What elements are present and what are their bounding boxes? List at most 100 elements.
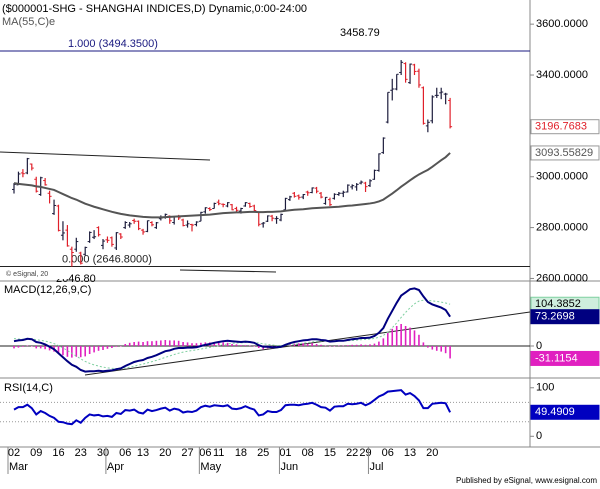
x-tick-label: 01 [279, 447, 291, 459]
histogram-bar [302, 343, 305, 346]
y-tick-label: 3600.0000 [536, 18, 588, 30]
histogram-bar [97, 346, 100, 351]
histogram-bar [413, 330, 416, 346]
histogram-bar [106, 346, 109, 349]
histogram-bar [324, 345, 327, 347]
histogram-bar [351, 344, 353, 346]
watermark-bg [2, 270, 68, 279]
histogram-bar [93, 346, 95, 353]
histogram-bar [382, 338, 385, 346]
histogram-bar [84, 346, 86, 357]
x-tick-label: 20 [159, 447, 171, 459]
x-tick-label: 15 [324, 447, 336, 459]
histogram-bar [346, 345, 349, 346]
histogram-bar [13, 346, 15, 349]
x-tick-label: 22 [346, 447, 358, 459]
value-box [530, 404, 600, 420]
y-tick-label: 3400.0000 [536, 69, 588, 81]
histogram-bar [115, 346, 118, 347]
histogram-bar [44, 346, 46, 350]
histogram-bar [360, 344, 362, 346]
x-tick-label: 08 [302, 447, 314, 459]
histogram-bar [191, 343, 193, 346]
x-tick-label: 06 [119, 447, 131, 459]
histogram-bar [378, 341, 380, 346]
histogram-bar [128, 342, 131, 346]
histogram-bar [226, 342, 229, 346]
x-tick-label: 18 [235, 447, 247, 459]
histogram-bar [146, 341, 149, 346]
x-tick-label: 06 [199, 447, 211, 459]
histogram-bar [449, 346, 451, 359]
histogram-bar [320, 344, 322, 346]
histogram-bar [427, 346, 429, 348]
value-box [530, 309, 600, 325]
x-tick-label: 27 [181, 447, 193, 459]
level-label: 1.000 (3494.3500) [68, 38, 158, 50]
histogram-bar [409, 327, 411, 346]
histogram-bar [369, 344, 371, 346]
histogram-bar [102, 346, 104, 350]
histogram-bar [48, 346, 51, 351]
histogram-bar [387, 332, 389, 346]
histogram-bar [440, 346, 442, 352]
histogram-bar [342, 345, 345, 347]
x-tick-label: 20 [426, 447, 438, 459]
histogram-bar [177, 340, 180, 346]
histogram-bar [257, 346, 260, 348]
indicator-line [13, 287, 451, 373]
high-annotation: 3458.79 [340, 27, 380, 39]
histogram-bar [88, 346, 91, 354]
histogram-bar [120, 346, 122, 347]
value-box-label: 3093.55829 [535, 147, 593, 159]
histogram-bar [373, 343, 376, 346]
histogram-bar [71, 346, 73, 358]
month-label: Jun [280, 461, 298, 473]
x-tick-label: 16 [52, 447, 64, 459]
value-box-label: 73.2698 [535, 311, 575, 323]
x-tick-label: 13 [137, 447, 149, 459]
value-box [530, 350, 600, 366]
histogram-bar [160, 340, 162, 346]
histogram-bar [311, 343, 313, 346]
y-tick-label: 0 [536, 340, 542, 352]
footer: Published by eSignal, www.esignal.com [456, 476, 597, 485]
x-tick-label: 25 [257, 447, 269, 459]
histogram-bar [400, 324, 402, 346]
histogram-bar [182, 342, 184, 346]
histogram-bar [22, 346, 24, 347]
value-box-label: 104.3852 [535, 298, 581, 310]
histogram-bar [75, 346, 78, 357]
trend-line [0, 151, 211, 161]
x-tick-label: 23 [75, 447, 87, 459]
histogram-bar [155, 340, 158, 346]
histogram-bar [222, 342, 224, 346]
month-label: Apr [107, 461, 124, 473]
histogram-bar [133, 342, 135, 346]
value-box-label: 49.4909 [535, 406, 575, 418]
x-tick-label: 13 [404, 447, 416, 459]
x-tick-label: 29 [359, 447, 371, 459]
histogram-bar [164, 340, 167, 346]
histogram-bar [298, 343, 300, 346]
histogram-bar [338, 345, 340, 347]
histogram-bar [57, 346, 60, 354]
histogram-bar [200, 342, 202, 346]
month-label: Mar [9, 461, 28, 473]
histogram-bar [111, 346, 113, 348]
month-label: May [200, 461, 221, 473]
histogram-bar [195, 343, 198, 346]
histogram-bar [395, 326, 398, 346]
histogram-bar [422, 342, 425, 346]
indicator-title: MA(55,C)e [2, 16, 55, 28]
value-box [530, 119, 600, 135]
chart-title: ($000001-SHG - SHANGHAI INDICES,D) Dynam… [2, 3, 307, 15]
histogram-bar [333, 346, 336, 347]
x-tick-label: 02 [8, 447, 20, 459]
ma-line [13, 152, 451, 219]
x-tick-label: 30 [97, 447, 109, 459]
trend-line [84, 311, 531, 376]
panel-title: MACD(12,26,9,C) [4, 284, 91, 296]
histogram-bar [306, 343, 309, 346]
histogram-bar [217, 342, 220, 346]
